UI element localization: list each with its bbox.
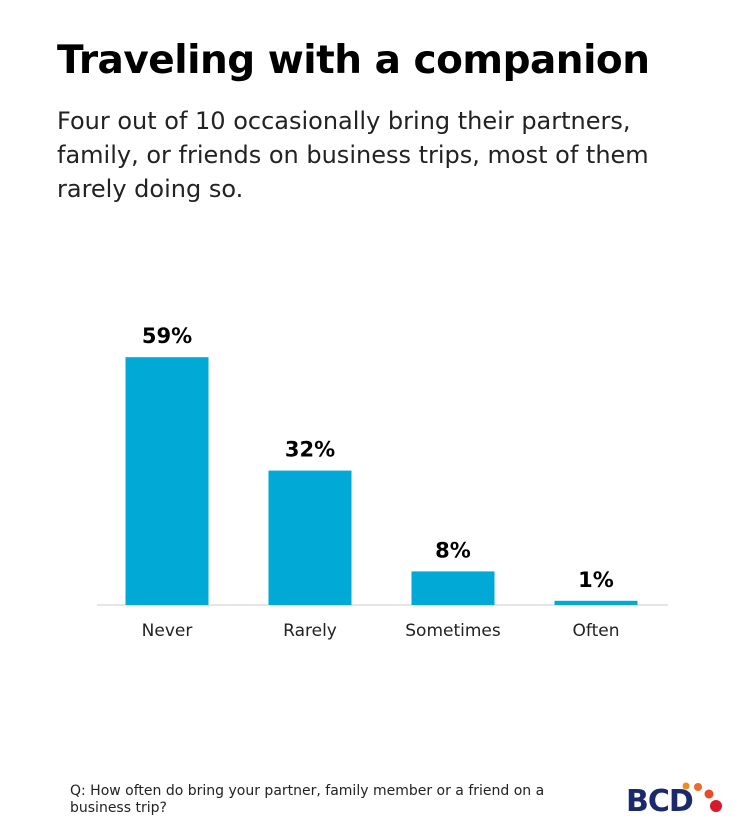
- chart-subtitle: Four out of 10 occasionally bring their …: [57, 107, 649, 203]
- bar: [411, 571, 495, 605]
- value-label: 32%: [285, 438, 335, 462]
- x-tick-label: Never: [142, 621, 193, 641]
- chart-title: Traveling with a companion: [57, 38, 650, 83]
- bar: [554, 600, 638, 605]
- logo: BCD: [626, 784, 694, 819]
- logo-dots: [672, 782, 722, 812]
- value-label: 1%: [578, 568, 614, 592]
- footnote: Q: How often do bring your partner, fami…: [70, 783, 545, 816]
- x-tick-label: Rarely: [283, 621, 337, 641]
- x-tick-label: Sometimes: [405, 621, 501, 641]
- bar: [125, 357, 209, 605]
- value-label: 8%: [435, 538, 471, 562]
- value-label: 59%: [142, 324, 192, 348]
- bar: [268, 470, 352, 605]
- x-tick-label: Often: [573, 621, 620, 641]
